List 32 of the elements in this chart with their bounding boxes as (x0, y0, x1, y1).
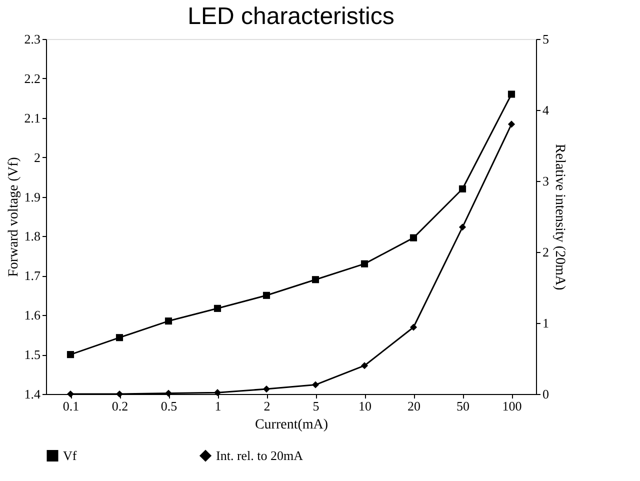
y2-tick-label: 2 (542, 244, 549, 260)
legend-label: Vf (63, 448, 78, 463)
y2-tick-label: 1 (542, 316, 549, 330)
x-axis-title: Current(mA) (254, 418, 328, 432)
y-tick-label: 2.2 (24, 70, 40, 86)
y-axis-title: Forward voltage (Vf) (6, 156, 22, 277)
x-tick-label: 0.2 (112, 398, 128, 414)
x-tick-label: 20 (408, 398, 420, 414)
y-tick-label: 1.5 (24, 347, 40, 362)
y-tick-label: 2.1 (24, 110, 40, 126)
y2-tick-label: 0 (542, 386, 549, 402)
y2-tick-label: 3 (542, 174, 549, 188)
x-tick-label: 0.1 (62, 398, 80, 414)
x-tick-label: 2 (264, 398, 270, 414)
y-tick-label: 1.8 (24, 228, 40, 244)
x-tick-label: 50 (456, 398, 470, 414)
x-tick-label: 100 (502, 398, 522, 414)
x-tick-label: 10 (358, 398, 372, 414)
x-tick-label: 1 (214, 398, 222, 414)
x-tick-label: 5 (312, 398, 320, 414)
y-tick-label: 1.7 (24, 268, 41, 284)
y-tick-label: 1.9 (24, 189, 40, 204)
chart-title: LED characteristics (188, 3, 394, 30)
legend-label: Int. rel. to 20mA (216, 448, 304, 463)
y-tick-label: 1.4 (24, 386, 41, 402)
y2-tick-label: 5 (542, 32, 549, 46)
y2-tick-label: 4 (542, 102, 550, 118)
y-tick-label: 2.3 (24, 32, 40, 46)
y-tick-label: 1.6 (24, 308, 41, 323)
y-tick-label: 2 (34, 150, 40, 165)
y2-axis-title: Relative intensity (20mA) (552, 144, 567, 290)
x-tick-label: 0.5 (160, 398, 178, 414)
